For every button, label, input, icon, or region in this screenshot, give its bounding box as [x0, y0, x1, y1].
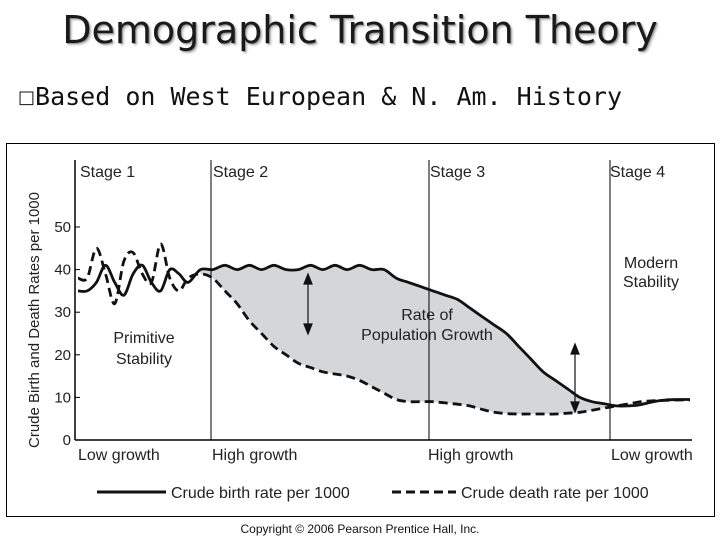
y-tick-label: 0 — [63, 432, 71, 449]
modern-stability-line1: Modern — [624, 255, 678, 272]
y-tick-label: 40 — [54, 262, 71, 279]
y-tick-label: 10 — [54, 389, 71, 406]
bullet-point: □Based on West European & N. Am. History — [18, 82, 622, 111]
legend-birth-label: Crude birth rate per 1000 — [171, 485, 350, 502]
population-growth-shaded-area — [200, 265, 690, 414]
bullet-text: Based on West European & N. Am. History — [35, 82, 623, 111]
legend-death-label: Crude death rate per 1000 — [461, 485, 649, 502]
y-tick-label: 50 — [54, 219, 71, 236]
growth-label-3: High growth — [428, 447, 513, 464]
rate-of-growth-line2: Population Growth — [361, 327, 493, 344]
growth-label-4: Low growth — [611, 447, 693, 464]
y-tick-label: 30 — [54, 304, 71, 321]
copyright-notice: Copyright © 2006 Pearson Prentice Hall, … — [240, 522, 480, 536]
rate-of-growth-line1: Rate of — [401, 307, 453, 324]
bullet-marker-icon: □ — [18, 87, 36, 108]
growth-arrow-1 — [303, 272, 313, 336]
y-axis-ticks: 0 10 20 30 40 50 — [54, 219, 80, 449]
primitive-stability-line1: Primitive — [113, 330, 174, 347]
modern-stability-line2: Stability — [623, 274, 679, 291]
birth-rate-line — [77, 263, 690, 408]
stage-label-1: Stage 1 — [80, 164, 135, 181]
growth-arrow-2 — [570, 342, 580, 414]
y-axis-label: Crude Birth and Death Rates per 1000 — [26, 192, 43, 448]
death-rate-line — [77, 242, 691, 416]
growth-label-1: Low growth — [78, 447, 160, 464]
stage-label-3: Stage 3 — [430, 164, 485, 181]
stage-label-2: Stage 2 — [213, 164, 268, 181]
growth-label-2: High growth — [212, 447, 297, 464]
slide-title: Demographic Transition Theory — [62, 8, 658, 52]
y-tick-label: 20 — [54, 347, 71, 364]
primitive-stability-line2: Stability — [116, 351, 172, 368]
stage-label-4: Stage 4 — [610, 164, 665, 181]
